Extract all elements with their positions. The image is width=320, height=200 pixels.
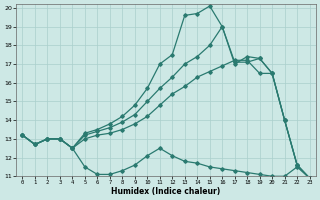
X-axis label: Humidex (Indice chaleur): Humidex (Indice chaleur) [111, 187, 221, 196]
